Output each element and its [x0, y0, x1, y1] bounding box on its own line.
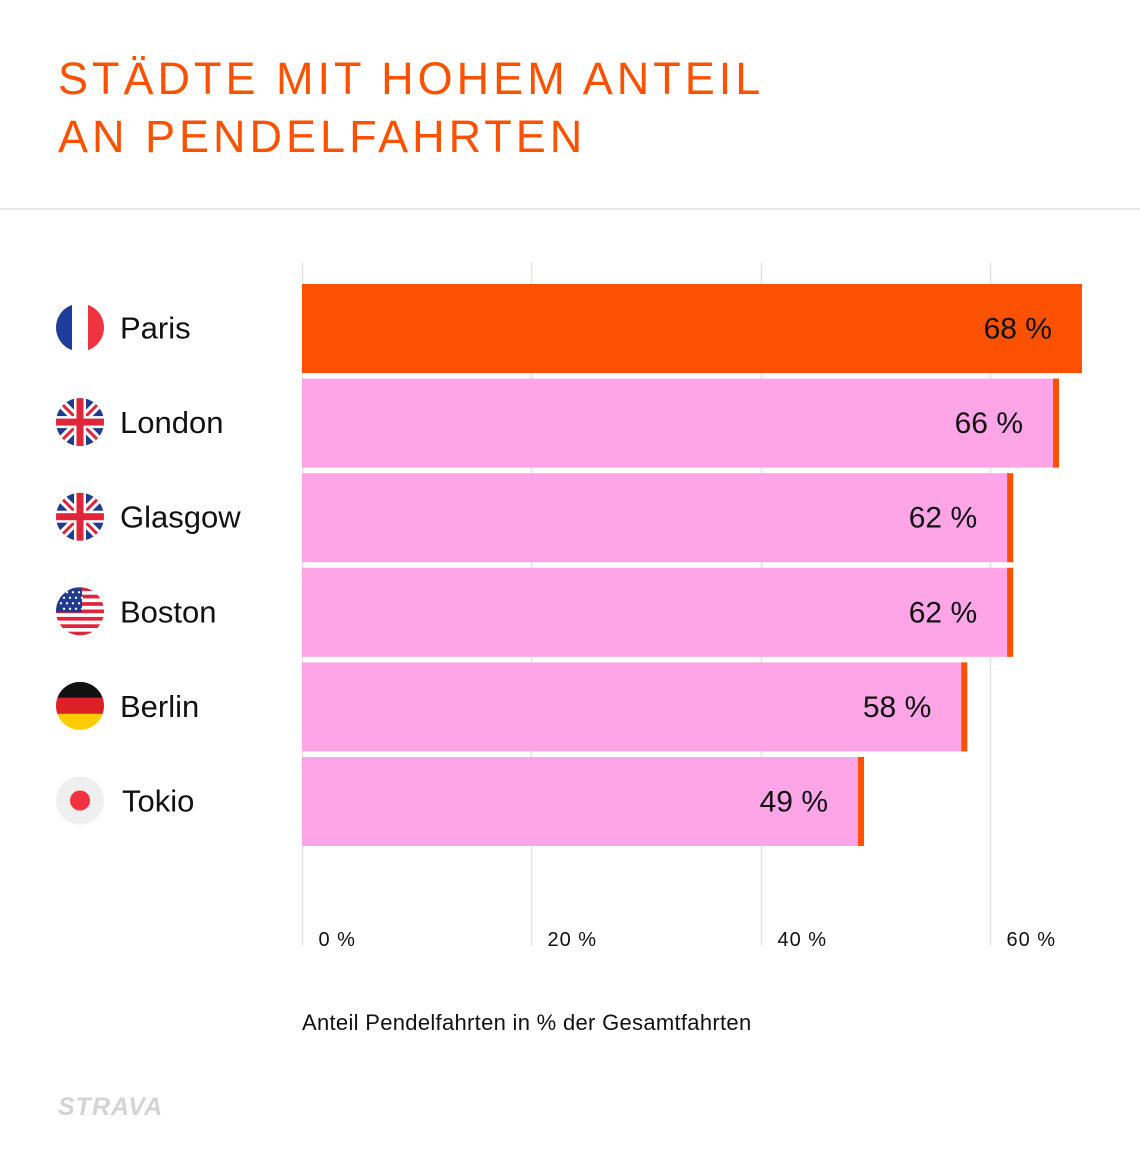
bar-end-marker — [1007, 473, 1014, 563]
bar-end-marker — [961, 662, 968, 752]
strava-logo: STRAVA — [58, 1093, 164, 1121]
bar-end-marker — [858, 757, 865, 846]
bar-value-label: 49 % — [760, 786, 828, 819]
bar-paris — [302, 284, 1082, 373]
x-tick-label: 60 % — [1007, 929, 1057, 951]
bar-value-label: 62 % — [909, 502, 977, 535]
category-label-glasgow: Glasgow — [120, 500, 241, 535]
x-tick-label: 0 % — [319, 929, 356, 951]
bar-end-marker — [1053, 378, 1060, 468]
us-flag-icon — [56, 587, 104, 636]
x-tick-label: 20 % — [548, 929, 598, 951]
bar-boston — [302, 567, 1014, 657]
uk-flag-icon — [56, 398, 104, 447]
uk-flag-icon — [56, 492, 104, 541]
bar-end-marker — [1007, 567, 1014, 657]
category-label-london: London — [120, 405, 223, 440]
x-axis-label: Anteil Pendelfahrten in % der Gesamtfahr… — [302, 1010, 752, 1035]
japan-flag-icon — [56, 776, 104, 825]
category-label-berlin: Berlin — [120, 689, 199, 724]
chart-title-line-2: AN PENDELFAHRTEN — [58, 111, 587, 162]
chart-title: STÄDTE MIT HOHEM ANTEIL AN PENDELFAHRTEN — [58, 50, 764, 166]
france-flag-icon — [56, 303, 104, 352]
chart-title-line-1: STÄDTE MIT HOHEM ANTEIL — [58, 53, 765, 104]
bar-berlin — [302, 662, 968, 752]
bars: 68 % 66 % 62 % 62 % 58 % 49 % — [302, 284, 1082, 846]
germany-flag-icon — [56, 681, 104, 730]
category-label-tokio: Tokio — [122, 784, 194, 819]
bar-value-label: 68 % — [984, 313, 1052, 346]
bar-value-label: 62 % — [909, 596, 977, 629]
category-labels: Paris London Glasgow Boston Berlin Tokio — [56, 303, 241, 825]
category-label-boston: Boston — [120, 594, 217, 629]
bar-glasgow — [302, 473, 1014, 563]
bar-value-label: 58 % — [863, 691, 931, 724]
x-tick-label: 40 % — [778, 929, 828, 951]
bar-london — [302, 378, 1060, 468]
bar-value-label: 66 % — [955, 407, 1023, 440]
bar-tokio — [302, 757, 865, 846]
header-divider — [0, 208, 1140, 210]
category-label-paris: Paris — [120, 311, 191, 346]
x-axis-ticks: 0 % 20 % 40 % 60 % — [319, 929, 1057, 951]
